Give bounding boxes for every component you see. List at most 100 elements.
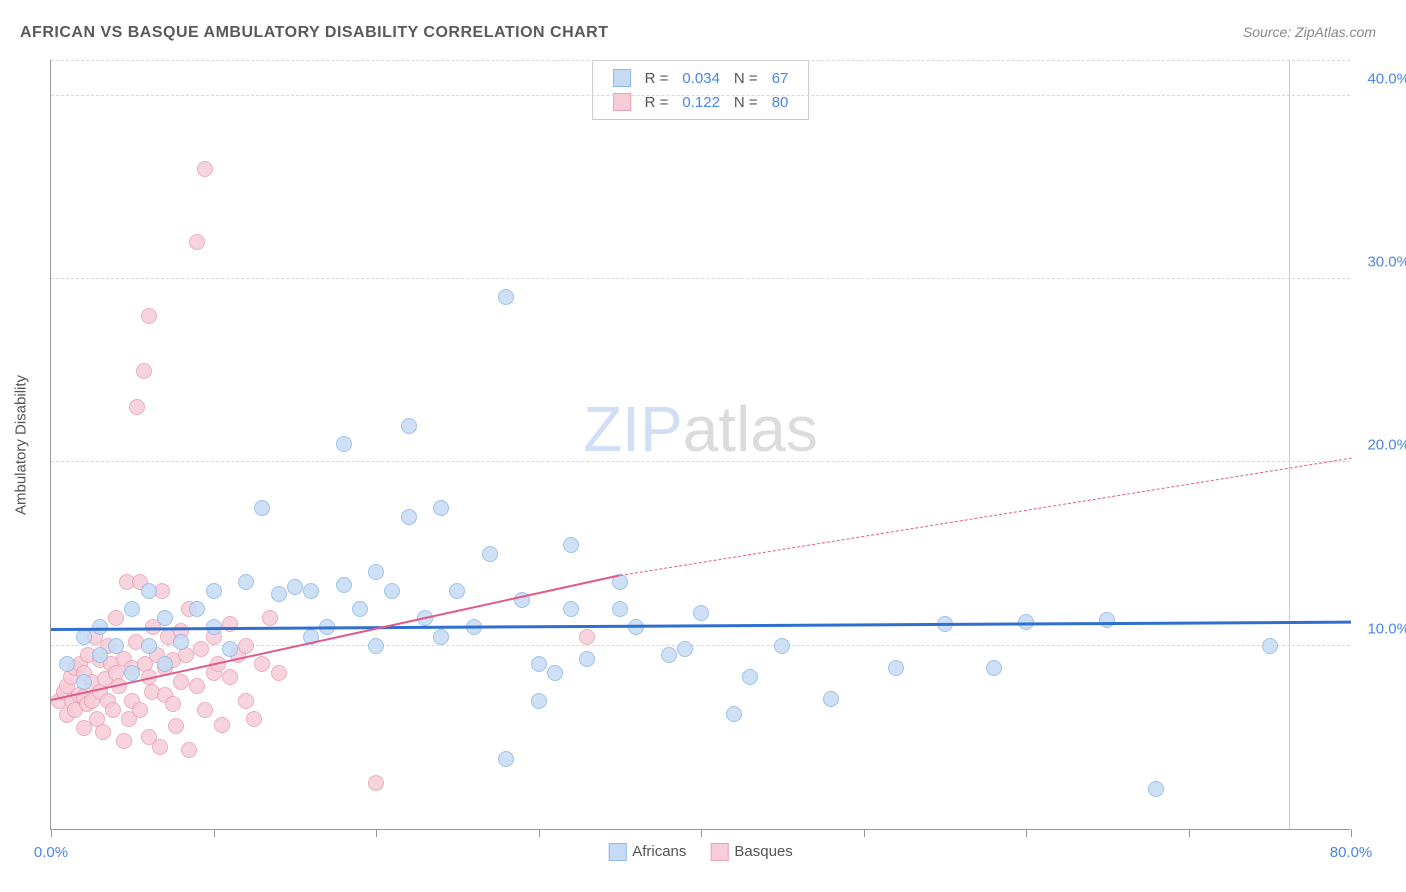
- basques-point: [579, 629, 595, 645]
- africans-point: [579, 651, 595, 667]
- legend-item: Africans: [608, 843, 686, 861]
- africans-point: [303, 583, 319, 599]
- africans-point: [498, 289, 514, 305]
- africans-point: [547, 665, 563, 681]
- y-axis-label: Ambulatory Disability: [13, 374, 30, 514]
- legend-series: Africans Basques: [608, 843, 793, 861]
- africans-point: [433, 629, 449, 645]
- trend-line: [51, 621, 1351, 631]
- basques-point: [132, 702, 148, 718]
- x-tick-label: 0.0%: [34, 844, 68, 861]
- africans-point: [401, 418, 417, 434]
- basques-point: [197, 702, 213, 718]
- africans-point: [336, 436, 352, 452]
- africans-point: [482, 546, 498, 562]
- x-tick-label: 80.0%: [1330, 844, 1373, 861]
- watermark: ZIPatlas: [583, 392, 818, 466]
- africans-point: [157, 610, 173, 626]
- africans-point: [76, 629, 92, 645]
- chart-title: AFRICAN VS BASQUE AMBULATORY DISABILITY …: [20, 24, 609, 42]
- basques-point: [238, 693, 254, 709]
- africans-point: [563, 537, 579, 553]
- basques-point: [238, 638, 254, 654]
- basques-point: [116, 733, 132, 749]
- africans-point: [141, 583, 157, 599]
- x-tick: [376, 829, 377, 837]
- africans-point: [368, 638, 384, 654]
- basques-point: [129, 399, 145, 415]
- africans-point: [774, 638, 790, 654]
- x-tick: [539, 829, 540, 837]
- africans-point: [531, 656, 547, 672]
- africans-point: [888, 660, 904, 676]
- africans-point: [986, 660, 1002, 676]
- africans-point: [449, 583, 465, 599]
- africans-point: [677, 641, 693, 657]
- africans-point: [76, 674, 92, 690]
- africans-point: [401, 509, 417, 525]
- basques-point: [105, 702, 121, 718]
- x-tick: [51, 829, 52, 837]
- africans-point: [206, 583, 222, 599]
- africans-point: [433, 500, 449, 516]
- basques-point: [246, 711, 262, 727]
- africans-point: [498, 751, 514, 767]
- africans-point: [1148, 781, 1164, 797]
- africans-point: [823, 691, 839, 707]
- source-label: Source: ZipAtlas.com: [1243, 24, 1376, 40]
- basques-point: [189, 678, 205, 694]
- africans-point: [254, 500, 270, 516]
- africans-point: [189, 601, 205, 617]
- basques-point: [95, 724, 111, 740]
- grid-line: [51, 461, 1350, 462]
- basques-point: [108, 610, 124, 626]
- africans-point: [726, 706, 742, 722]
- basques-point: [173, 674, 189, 690]
- basques-point: [168, 718, 184, 734]
- africans-point: [59, 656, 75, 672]
- africans-point: [92, 647, 108, 663]
- africans-point: [238, 574, 254, 590]
- trend-line: [620, 458, 1351, 576]
- x-tick: [214, 829, 215, 837]
- africans-point: [742, 669, 758, 685]
- africans-point: [563, 601, 579, 617]
- x-tick: [701, 829, 702, 837]
- africans-point: [173, 634, 189, 650]
- africans-point: [661, 647, 677, 663]
- y-tick-label: 40.0%: [1355, 70, 1406, 87]
- grid-line: [51, 278, 1350, 279]
- right-axis-line: [1289, 60, 1290, 829]
- grid-line: [51, 60, 1350, 61]
- x-tick: [1026, 829, 1027, 837]
- grid-line: [51, 95, 1350, 96]
- africans-point: [157, 656, 173, 672]
- y-tick-label: 30.0%: [1355, 254, 1406, 271]
- x-tick: [1189, 829, 1190, 837]
- africans-point: [368, 564, 384, 580]
- africans-point: [531, 693, 547, 709]
- africans-point: [384, 583, 400, 599]
- basques-point: [197, 161, 213, 177]
- legend-row: R =0.034N =67: [607, 67, 795, 89]
- africans-point: [336, 577, 352, 593]
- africans-point: [108, 638, 124, 654]
- basques-point: [254, 656, 270, 672]
- basques-point: [152, 739, 168, 755]
- basques-point: [136, 363, 152, 379]
- plot-area: ZIPatlas Ambulatory Disability R =0.034N…: [50, 60, 1350, 830]
- basques-point: [271, 665, 287, 681]
- africans-point: [1262, 638, 1278, 654]
- africans-point: [222, 641, 238, 657]
- africans-point: [693, 605, 709, 621]
- africans-point: [612, 601, 628, 617]
- x-tick: [1351, 829, 1352, 837]
- legend-item: Basques: [710, 843, 792, 861]
- basques-point: [214, 717, 230, 733]
- africans-point: [352, 601, 368, 617]
- x-tick: [864, 829, 865, 837]
- basques-point: [181, 742, 197, 758]
- basques-point: [193, 641, 209, 657]
- africans-point: [124, 601, 140, 617]
- basques-point: [368, 775, 384, 791]
